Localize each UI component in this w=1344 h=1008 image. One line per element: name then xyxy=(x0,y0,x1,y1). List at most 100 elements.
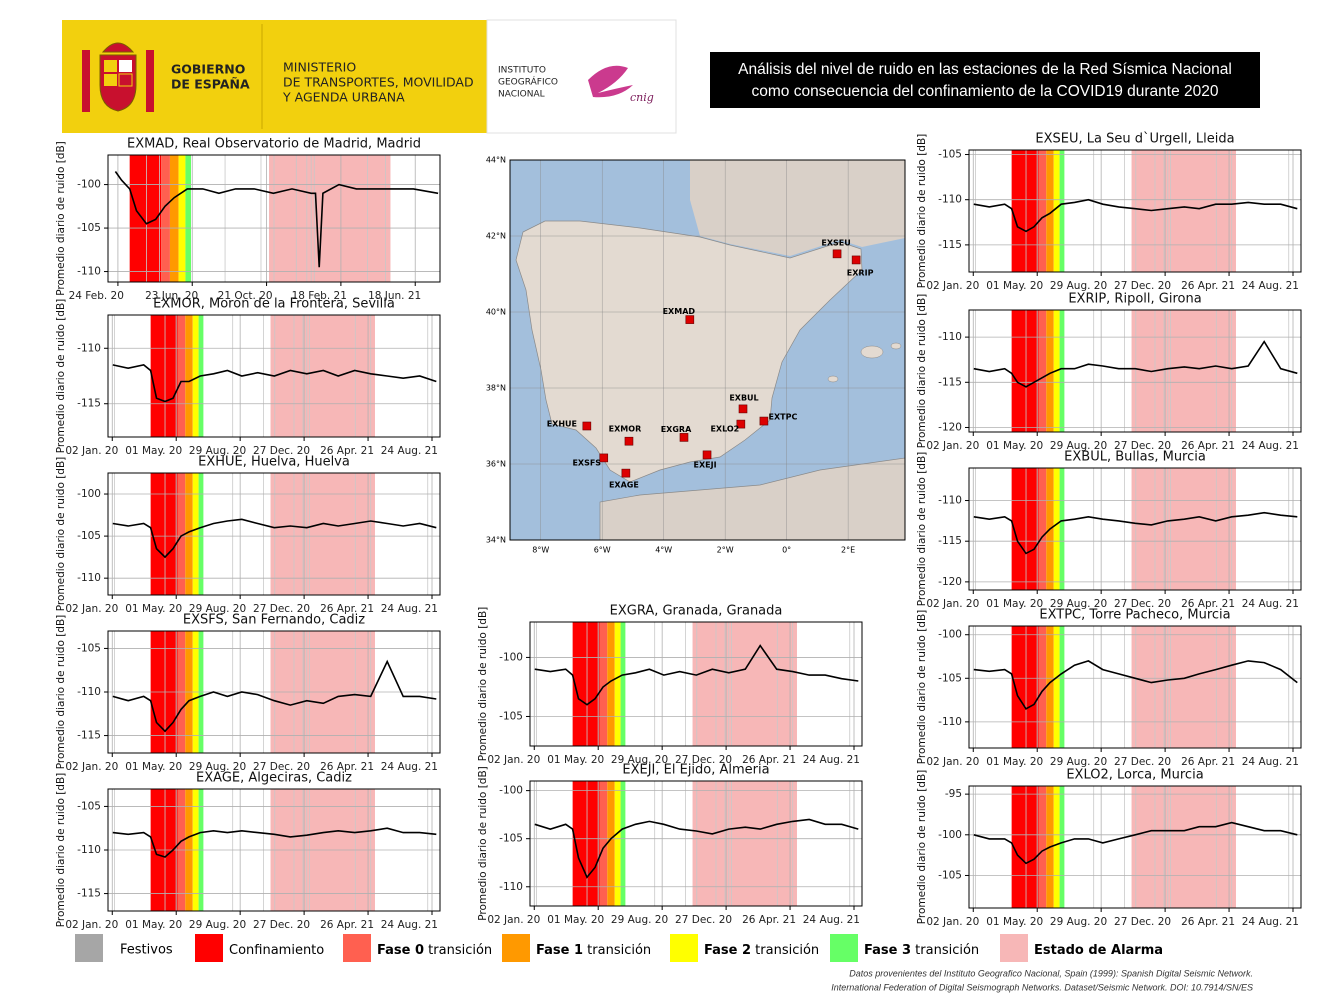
x-tick-label: 27 Dec. 20 xyxy=(253,603,310,615)
period-band xyxy=(614,781,621,906)
x-tick-label: 29 Aug. 20 xyxy=(189,603,246,615)
period-band xyxy=(620,622,626,746)
period-band xyxy=(607,622,615,746)
y-tick-label: -100 xyxy=(77,488,101,500)
y-axis-label: Promedio diario de ruido [dB] xyxy=(916,770,928,925)
x-tick-label: 2°W xyxy=(717,546,734,555)
period-band xyxy=(1131,150,1236,272)
x-tick-label: 24 Aug. 21 xyxy=(1242,280,1299,292)
period-band xyxy=(270,315,375,437)
axes-frame xyxy=(968,467,1302,591)
y-tick-label: -95 xyxy=(945,788,962,800)
x-tick-label: 26 Apr. 21 xyxy=(320,445,374,457)
legend-label: Fase 3 transición xyxy=(864,943,979,958)
plot-area xyxy=(108,155,440,282)
x-tick-label: 27 Dec. 20 xyxy=(1114,440,1171,452)
x-tick-label: 24 Aug. 21 xyxy=(1242,916,1299,928)
y-tick-label: -110 xyxy=(77,572,101,584)
y-tick-label: -105 xyxy=(499,833,523,845)
period-band xyxy=(607,781,615,906)
station-marker xyxy=(621,468,631,478)
y-tick-label: -120 xyxy=(938,576,962,588)
x-tick-label: 27 Dec. 20 xyxy=(1114,598,1171,610)
axes-frame xyxy=(968,309,1302,433)
x-tick-label: 02 Jan. 20 xyxy=(926,756,979,768)
x-tick-label: 01 May. 20 xyxy=(986,916,1043,928)
period-band xyxy=(599,622,608,746)
x-tick-label: 01 May. 20 xyxy=(125,761,182,773)
period-band xyxy=(198,473,204,595)
title: Análisis del nivel de ruido en las estac… xyxy=(738,61,1232,78)
axes-frame xyxy=(529,780,863,907)
y-tick-label: -105 xyxy=(77,800,101,812)
x-tick-label: 02 Jan. 20 xyxy=(926,916,979,928)
x-tick-label: 8°W xyxy=(532,546,549,555)
chart-title: EXBUL, Bullas, Murcia xyxy=(1064,450,1206,465)
header-text: NACIONAL xyxy=(498,90,545,100)
station-marker xyxy=(582,421,592,431)
period-band xyxy=(1059,310,1065,432)
y-tick-label: -110 xyxy=(938,194,962,206)
axes-frame xyxy=(529,621,863,747)
x-tick-label: 26 Apr. 21 xyxy=(742,914,796,926)
period-band xyxy=(572,781,600,906)
period-band xyxy=(1046,150,1054,272)
period-band xyxy=(1059,626,1065,748)
station-marker xyxy=(599,453,609,463)
y-tick-label: -100 xyxy=(938,829,962,841)
period-band xyxy=(1059,786,1065,908)
header-text: INSTITUTO xyxy=(498,66,546,76)
y-tick-label: 34°N xyxy=(486,536,506,545)
title: como consecuencia del confinamiento de l… xyxy=(751,83,1218,100)
y-tick-label: -115 xyxy=(938,239,962,251)
station-chart: -105 -110 -115 02 Jan. 20 01 May. 20 29 Aug. … xyxy=(916,132,1302,292)
period-band xyxy=(192,473,199,595)
period-band xyxy=(1131,468,1236,590)
period-band xyxy=(1038,310,1047,432)
x-tick-label: 23 Jun. 20 xyxy=(145,290,198,302)
station-chart: -100 -105 -110 02 Jan. 20 01 May. 20 29 Aug. … xyxy=(477,763,863,926)
x-tick-label: 02 Jan. 20 xyxy=(65,445,118,457)
header-text: GOBIERNO xyxy=(171,62,245,77)
x-tick-label: 24 Aug. 21 xyxy=(1242,756,1299,768)
station-label: EXMAD xyxy=(663,307,696,316)
period-band xyxy=(1059,468,1065,590)
station-marker xyxy=(702,450,712,460)
noise-line xyxy=(114,171,439,268)
period-band xyxy=(692,781,797,906)
chart-title: EXHUE, Huelva, Huelva xyxy=(198,455,350,470)
station-chart: -100 -105 02 Jan. 20 01 May. 20 29 Aug. 20 27… xyxy=(477,604,863,766)
legend-label: Estado de Alarma xyxy=(1034,943,1163,958)
x-tick-label: 01 May. 20 xyxy=(547,914,604,926)
legend-swatch xyxy=(502,934,530,962)
station-chart: -105 -110 -115 02 Jan. 20 01 May. 20 29 Aug. … xyxy=(55,771,441,931)
y-tick-label: -115 xyxy=(77,730,101,742)
coat-of-arms xyxy=(82,42,154,112)
period-band xyxy=(1131,626,1236,748)
x-tick-label: 01 May. 20 xyxy=(547,754,604,766)
y-tick-label: -115 xyxy=(77,398,101,410)
period-band xyxy=(620,781,626,906)
y-tick-label: 40°N xyxy=(486,308,506,317)
legend-name: Fase 1 xyxy=(536,943,583,958)
station-chart: -110 -115 02 Jan. 20 01 May. 20 29 Aug. 20 27… xyxy=(55,297,441,457)
y-tick-label: -110 xyxy=(77,844,101,856)
station-label: EXEJI xyxy=(694,460,717,469)
x-tick-label: 4°W xyxy=(655,546,672,555)
y-tick-label: -105 xyxy=(77,530,101,542)
plot-area xyxy=(108,315,440,437)
x-tick-label: 29 Aug. 20 xyxy=(611,754,668,766)
chart-title: EXMOR, Moron de la Frontera, Sevilla xyxy=(153,297,395,312)
period-band xyxy=(572,622,600,746)
y-tick-label: -110 xyxy=(77,266,101,278)
station-chart: -95 -100 -105 02 Jan. 20 01 May. 20 29 Aug. 2… xyxy=(916,768,1302,928)
plot-area xyxy=(530,622,862,746)
x-tick-label: 29 Aug. 20 xyxy=(189,445,246,457)
chart-title: EXTPC, Torre Pacheco, Murcia xyxy=(1039,608,1230,623)
period-band xyxy=(1038,786,1047,908)
y-axis-label: Promedio diario de ruido [dB] xyxy=(477,607,489,762)
period-band xyxy=(1038,468,1047,590)
plot-area xyxy=(969,468,1301,590)
y-tick-label: 42°N xyxy=(486,232,506,241)
